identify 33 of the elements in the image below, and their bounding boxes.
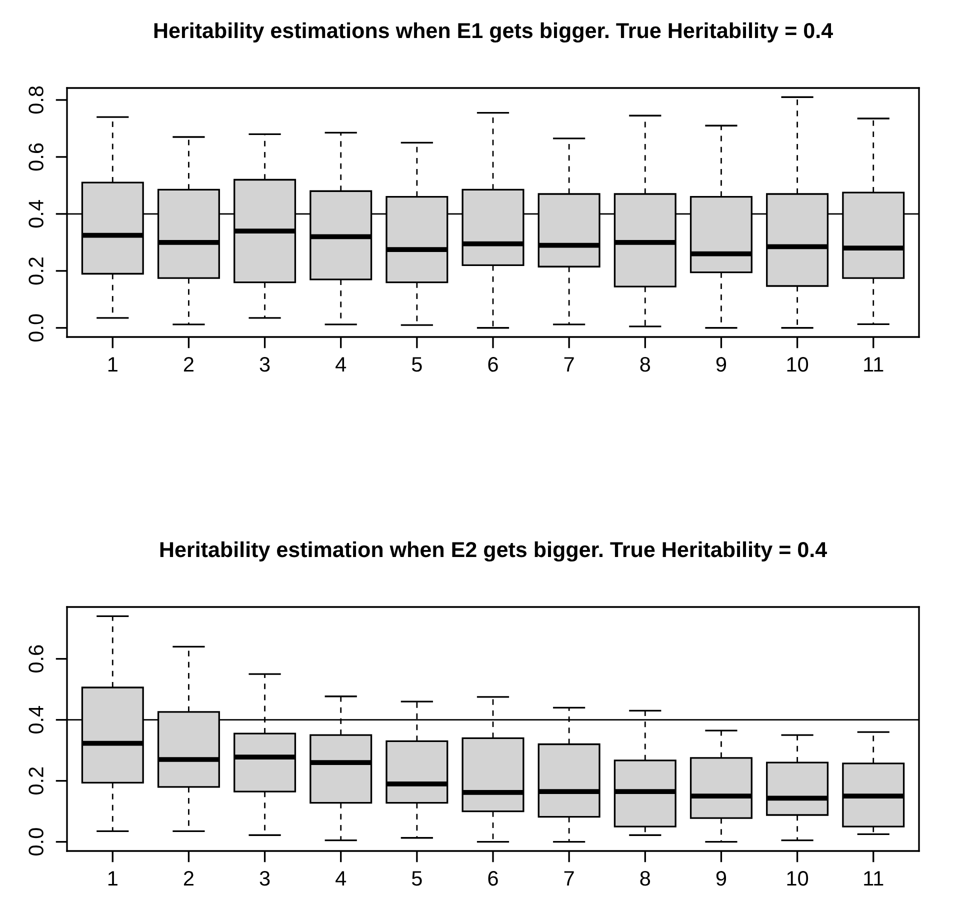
y-tick-label: 0.4 [28, 706, 44, 734]
y-tick-label: 0.6 [28, 143, 44, 171]
x-tick-label: 8 [640, 356, 650, 372]
y-tick-label: 0.0 [28, 314, 44, 342]
x-tick-label: 10 [787, 870, 808, 886]
x-tick-label: 11 [864, 357, 884, 372]
x-tick-label: 6 [488, 870, 498, 886]
x-tick-label: 8 [640, 870, 650, 886]
x-tick-label: 10 [787, 356, 808, 372]
x-tick-label: 2 [184, 870, 194, 886]
x-tick-label: 6 [488, 356, 498, 372]
x-tick-label: 5 [412, 357, 422, 372]
x-tick-label: 1 [108, 357, 118, 372]
x-tick-label: 3 [260, 356, 270, 372]
y-tick-label: 0.2 [28, 767, 44, 795]
x-tick-label: 7 [564, 357, 574, 372]
x-tick-label: 4 [336, 871, 346, 886]
y-tick-label: 0.6 [28, 645, 44, 673]
x-tick-label: 9 [716, 356, 726, 372]
chart-title: Heritability estimation when E2 gets bigger. True Heritability = 0.4 [160, 541, 827, 562]
x-tick-label: 1 [108, 871, 118, 886]
x-tick-label: 11 [864, 871, 884, 886]
x-tick-label: 3 [260, 870, 270, 886]
x-tick-label: 4 [336, 357, 346, 372]
x-tick-label: 2 [184, 356, 194, 372]
y-tick-label: 0.8 [28, 86, 44, 114]
x-tick-label: 5 [412, 871, 422, 886]
x-tick-label: 9 [716, 870, 726, 886]
chart-title: Heritability estimations when E1 gets bigger. True Heritability = 0.4 [154, 22, 833, 43]
x-tick-label: 7 [564, 871, 574, 886]
y-tick-label: 0.0 [28, 828, 44, 856]
y-tick-label: 0.4 [28, 200, 44, 228]
y-tick-label: 0.2 [28, 257, 44, 285]
